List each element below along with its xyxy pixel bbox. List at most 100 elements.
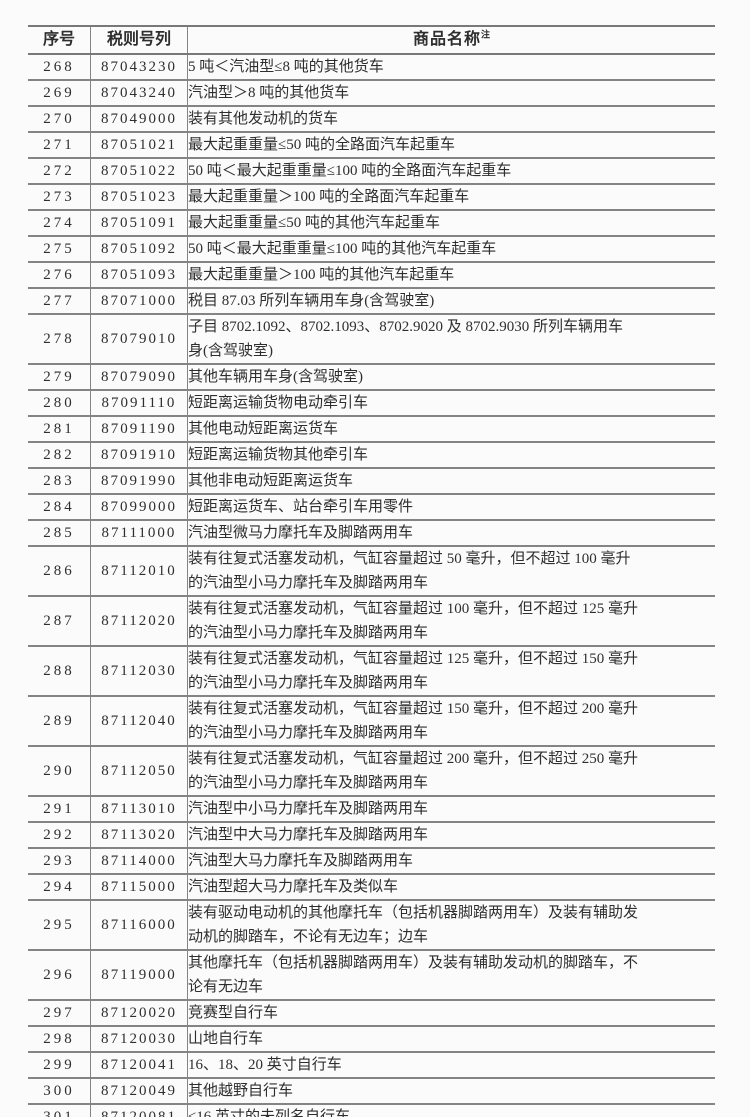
product-name-cell: 其他摩托车（包括机器脚踏两用车）及装有辅助发动机的脚踏车，不 论有无边车 bbox=[187, 949, 715, 1000]
product-name-cell: 汽油型＞8 吨的其他货车 bbox=[187, 79, 715, 106]
serial-number-cell: 269 bbox=[28, 79, 91, 106]
product-name-cell: 汽油型大马力摩托车及脚踏两用车 bbox=[187, 847, 715, 874]
table-row: 293 87114000 汽油型大马力摩托车及脚踏两用车 bbox=[28, 847, 715, 874]
product-name-cell: 装有往复式活塞发动机，气缸容量超过 100 毫升，但不超过 125 毫升 的汽油… bbox=[187, 595, 715, 646]
product-name-cell: 装有往复式活塞发动机，气缸容量超过 50 毫升，但不超过 100 毫升 的汽油型… bbox=[187, 545, 715, 596]
serial-number-cell: 292 bbox=[28, 821, 91, 848]
serial-number-cell: 289 bbox=[28, 695, 91, 746]
tariff-code-cell: 87051093 bbox=[90, 261, 188, 288]
tariff-code-cell: 87079090 bbox=[90, 363, 188, 390]
tariff-table: 序号 税则号列 商品名称注 268 87043230 5 吨＜汽油型≤8 吨的其他货… bbox=[28, 25, 715, 1117]
serial-number-cell: 275 bbox=[28, 235, 91, 262]
table-row: 279 87079090 其他车辆用车身(含驾驶室) bbox=[28, 363, 715, 390]
tariff-code-cell: 87112030 bbox=[90, 645, 188, 696]
serial-number-cell: 285 bbox=[28, 519, 91, 546]
serial-number-cell: 295 bbox=[28, 899, 91, 950]
serial-number-cell: 300 bbox=[28, 1077, 91, 1104]
serial-number-cell: 299 bbox=[28, 1051, 91, 1078]
table-row: 289 87112040 装有往复式活塞发动机，气缸容量超过 150 毫升，但不超过… bbox=[28, 695, 715, 746]
table-row: 292 87113020 汽油型中大马力摩托车及脚踏两用车 bbox=[28, 821, 715, 848]
table-row: 294 87115000 汽油型超大马力摩托车及类似车 bbox=[28, 873, 715, 900]
tariff-code-cell: 87091190 bbox=[90, 415, 188, 442]
table-row: 274 87051091 最大起重重量≤50 吨的其他汽车起重车 bbox=[28, 209, 715, 236]
product-name-cell: 山地自行车 bbox=[187, 1025, 715, 1052]
tariff-code-cell: 87112040 bbox=[90, 695, 188, 746]
tariff-code-cell: 87113010 bbox=[90, 795, 188, 822]
table-row: 298 87120030 山地自行车 bbox=[28, 1025, 715, 1052]
tariff-code-cell: 87112010 bbox=[90, 545, 188, 596]
tariff-code-cell: 87043240 bbox=[90, 79, 188, 106]
product-name-cell: 汽油型中小马力摩托车及脚踏两用车 bbox=[187, 795, 715, 822]
serial-number-cell: 288 bbox=[28, 645, 91, 696]
table-row: 287 87112020 装有往复式活塞发动机，气缸容量超过 100 毫升，但不超过… bbox=[28, 595, 715, 646]
serial-number-cell: 280 bbox=[28, 389, 91, 416]
product-name-cell: 装有往复式活塞发动机，气缸容量超过 125 毫升，但不超过 150 毫升 的汽油… bbox=[187, 645, 715, 696]
header-note-superscript: 注 bbox=[481, 29, 491, 40]
product-name-cell: ≤16 英寸的未列名自行车 bbox=[187, 1103, 715, 1117]
product-name-cell: 装有往复式活塞发动机，气缸容量超过 150 毫升，但不超过 200 毫升 的汽油… bbox=[187, 695, 715, 746]
product-name-cell: 其他越野自行车 bbox=[187, 1077, 715, 1104]
header-row: 序号 税则号列 商品名称注 bbox=[28, 25, 715, 55]
table-row: 268 87043230 5 吨＜汽油型≤8 吨的其他货车 bbox=[28, 53, 715, 80]
serial-number-cell: 282 bbox=[28, 441, 91, 468]
product-name-cell: 短距离运输货物其他牵引车 bbox=[187, 441, 715, 468]
tariff-code-cell: 87099000 bbox=[90, 493, 188, 520]
tariff-code-cell: 87051023 bbox=[90, 183, 188, 210]
tariff-code-cell: 87051022 bbox=[90, 157, 188, 184]
serial-number-cell: 298 bbox=[28, 1025, 91, 1052]
table-row: 297 87120020 竞赛型自行车 bbox=[28, 999, 715, 1026]
serial-number-cell: 276 bbox=[28, 261, 91, 288]
serial-number-cell: 290 bbox=[28, 745, 91, 796]
tariff-code-cell: 87120041 bbox=[90, 1051, 188, 1078]
table-row: 295 87116000 装有驱动电动机的其他摩托车（包括机器脚踏两用车）及装有辅助… bbox=[28, 899, 715, 950]
table-row: 290 87112050 装有往复式活塞发动机，气缸容量超过 200 毫升，但不超过… bbox=[28, 745, 715, 796]
serial-number-cell: 268 bbox=[28, 53, 91, 80]
table-header: 序号 税则号列 商品名称注 bbox=[28, 25, 715, 55]
product-name-cell: 最大起重重量≤50 吨的其他汽车起重车 bbox=[187, 209, 715, 236]
serial-number-cell: 271 bbox=[28, 131, 91, 158]
tariff-code-cell: 87051091 bbox=[90, 209, 188, 236]
product-name-cell: 装有往复式活塞发动机，气缸容量超过 200 毫升，但不超过 250 毫升 的汽油… bbox=[187, 745, 715, 796]
table-row: 281 87091190 其他电动短距离运货车 bbox=[28, 415, 715, 442]
product-name-cell: 5 吨＜汽油型≤8 吨的其他货车 bbox=[187, 53, 715, 80]
serial-number-cell: 272 bbox=[28, 157, 91, 184]
serial-number-cell: 279 bbox=[28, 363, 91, 390]
table-row: 284 87099000 短距离运货车、站台牵引车用零件 bbox=[28, 493, 715, 520]
tariff-code-cell: 87091990 bbox=[90, 467, 188, 494]
table-row: 283 87091990 其他非电动短距离运货车 bbox=[28, 467, 715, 494]
tariff-code-cell: 87120081 bbox=[90, 1103, 188, 1117]
product-name-cell: 其他非电动短距离运货车 bbox=[187, 467, 715, 494]
header-tariff-code: 税则号列 bbox=[90, 25, 188, 55]
header-product-name: 商品名称注 bbox=[187, 25, 715, 55]
tariff-code-cell: 87091110 bbox=[90, 389, 188, 416]
product-name-cell: 最大起重重量＞100 吨的全路面汽车起重车 bbox=[187, 183, 715, 210]
table-row: 291 87113010 汽油型中小马力摩托车及脚踏两用车 bbox=[28, 795, 715, 822]
tariff-code-cell: 87091910 bbox=[90, 441, 188, 468]
serial-number-cell: 297 bbox=[28, 999, 91, 1026]
table-row: 278 87079010 子目 8702.1092、8702.1093、8702.9… bbox=[28, 313, 715, 364]
serial-number-cell: 291 bbox=[28, 795, 91, 822]
product-name-cell: 短距离运输货物电动牵引车 bbox=[187, 389, 715, 416]
product-name-cell: 最大起重重量＞100 吨的其他汽车起重车 bbox=[187, 261, 715, 288]
serial-number-cell: 284 bbox=[28, 493, 91, 520]
tariff-code-cell: 87079010 bbox=[90, 313, 188, 364]
table-row: 271 87051021 最大起重重量≤50 吨的全路面汽车起重车 bbox=[28, 131, 715, 158]
serial-number-cell: 274 bbox=[28, 209, 91, 236]
serial-number-cell: 270 bbox=[28, 105, 91, 132]
table-row: 280 87091110 短距离运输货物电动牵引车 bbox=[28, 389, 715, 416]
tariff-code-cell: 87114000 bbox=[90, 847, 188, 874]
serial-number-cell: 277 bbox=[28, 287, 91, 314]
tariff-code-cell: 87119000 bbox=[90, 949, 188, 1000]
product-name-cell: 其他电动短距离运货车 bbox=[187, 415, 715, 442]
serial-number-cell: 283 bbox=[28, 467, 91, 494]
serial-number-cell: 301 bbox=[28, 1103, 91, 1117]
serial-number-cell: 286 bbox=[28, 545, 91, 596]
serial-number-cell: 287 bbox=[28, 595, 91, 646]
tariff-code-cell: 87043230 bbox=[90, 53, 188, 80]
table-row: 276 87051093 最大起重重量＞100 吨的其他汽车起重车 bbox=[28, 261, 715, 288]
table-row: 288 87112030 装有往复式活塞发动机，气缸容量超过 125 毫升，但不超过… bbox=[28, 645, 715, 696]
tariff-code-cell: 87051021 bbox=[90, 131, 188, 158]
tariff-code-cell: 87111000 bbox=[90, 519, 188, 546]
tariff-code-cell: 87051092 bbox=[90, 235, 188, 262]
